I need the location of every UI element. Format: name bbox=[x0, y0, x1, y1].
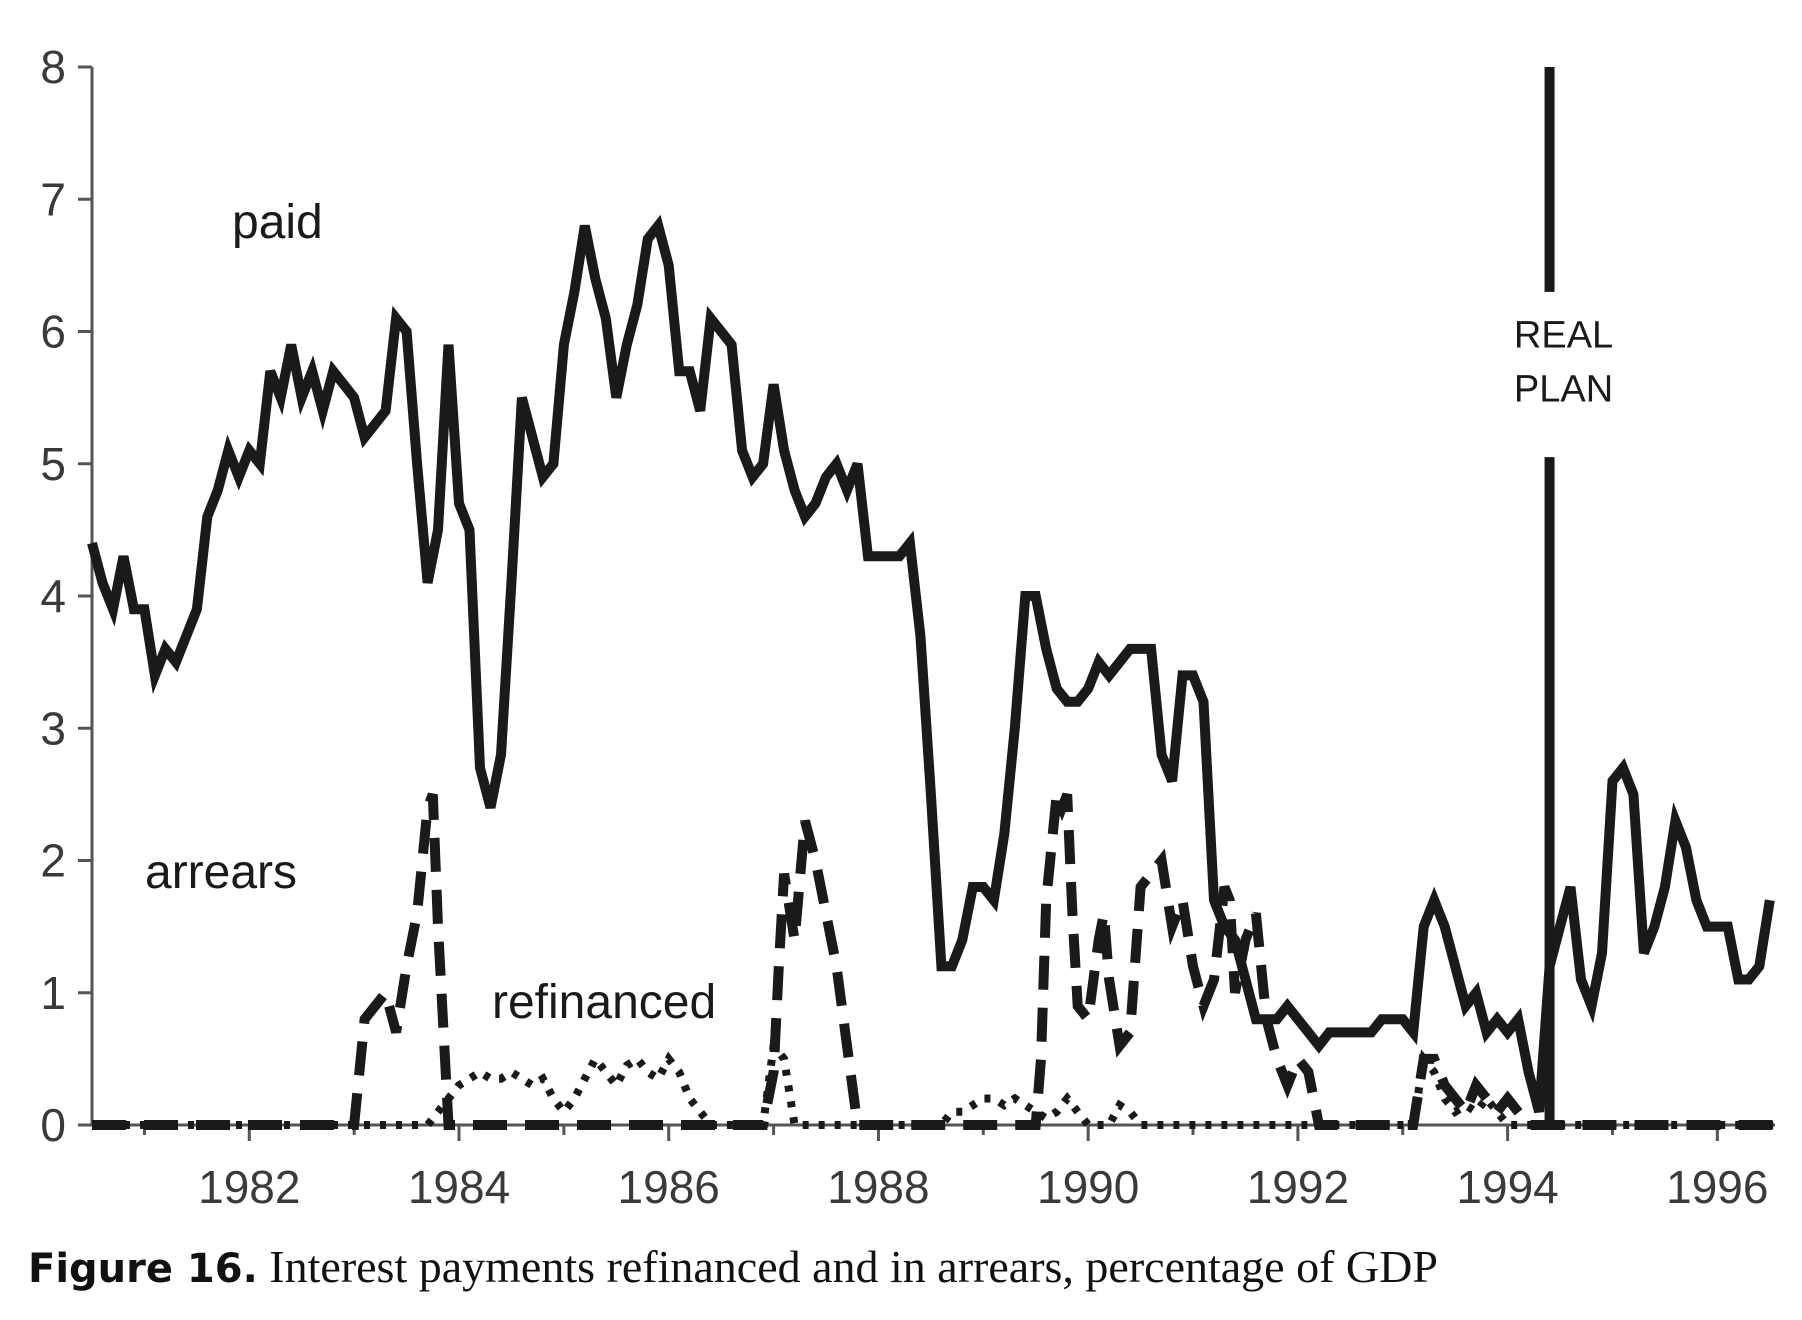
y-tick-label: 3 bbox=[40, 702, 66, 754]
y-tick-label: 5 bbox=[40, 438, 66, 490]
y-tick-label: 0 bbox=[40, 1099, 66, 1151]
x-tick-label: 1992 bbox=[1247, 1161, 1349, 1213]
chart-axes bbox=[90, 67, 1775, 1127]
y-tick-label: 8 bbox=[40, 41, 66, 93]
y-tick-label: 2 bbox=[40, 835, 66, 887]
figure-caption-label: Figure 16. bbox=[28, 1246, 258, 1292]
x-tick-label: 1988 bbox=[827, 1161, 929, 1213]
paid-series-line bbox=[87, 214, 1775, 1114]
x-tick-label: 1982 bbox=[198, 1161, 300, 1213]
series-lines bbox=[87, 214, 1775, 1130]
y-tick-label: 6 bbox=[40, 306, 66, 358]
real-plan-marker: REAL PLAN bbox=[1514, 67, 1613, 1125]
x-tick-label: 1986 bbox=[618, 1161, 720, 1213]
paid-series-label: paid bbox=[232, 196, 323, 249]
x-tick-label: 1990 bbox=[1037, 1161, 1139, 1213]
real-plan-label-line1: REAL bbox=[1514, 314, 1613, 356]
x-tick-label: 1994 bbox=[1456, 1161, 1558, 1213]
arrears-series-line bbox=[92, 792, 1775, 1130]
x-tick-label: 1996 bbox=[1666, 1161, 1768, 1213]
arrears-series-label: arrears bbox=[145, 846, 297, 899]
y-ticks: 0 1 2 3 4 5 6 7 8 bbox=[40, 41, 92, 1151]
real-plan-label-line2: PLAN bbox=[1514, 369, 1613, 411]
x-ticks: 1982 1984 1986 1988 1990 1992 1994 1996 bbox=[142, 1125, 1768, 1213]
figure-caption: Figure 16. Interest payments refinanced … bbox=[28, 1240, 1438, 1293]
y-tick-label: 4 bbox=[40, 570, 66, 622]
refinanced-series-label: refinanced bbox=[492, 976, 716, 1029]
x-tick-label: 1984 bbox=[408, 1161, 510, 1213]
figure-caption-text: Interest payments refinanced and in arre… bbox=[257, 1241, 1438, 1292]
y-tick-label: 7 bbox=[40, 173, 66, 225]
y-tick-label: 1 bbox=[40, 967, 66, 1019]
